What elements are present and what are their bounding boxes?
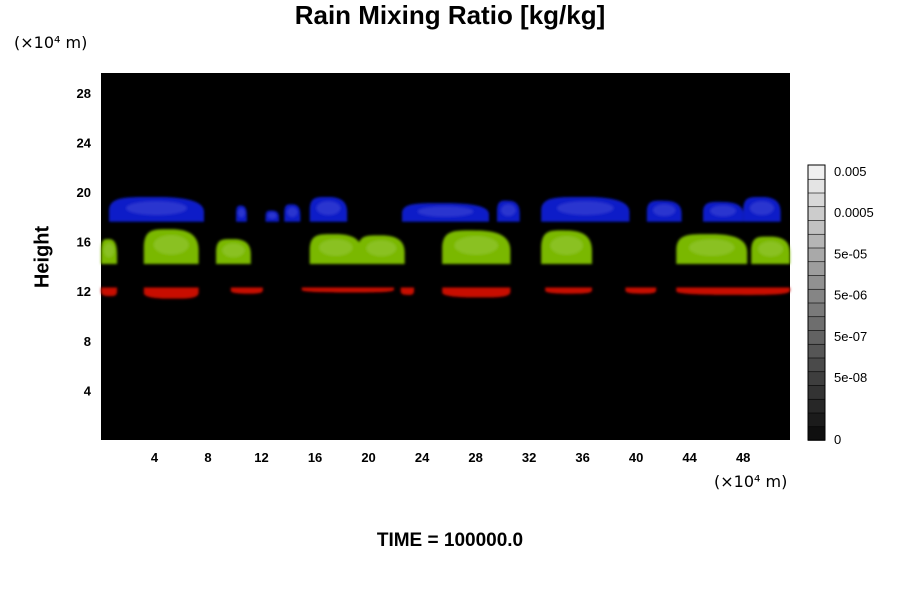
data-cell-highlight	[222, 243, 245, 258]
data-cell-highlight	[557, 201, 614, 216]
data-cell-highlight	[710, 205, 736, 217]
colorbar-tick-label: 0	[834, 432, 841, 447]
colorbar-tick-label: 5e-07	[834, 329, 867, 344]
colorbar-level	[807, 343, 826, 359]
data-cell-highlight	[267, 212, 277, 219]
data-cell-highlight	[689, 239, 735, 256]
colorbar-level	[807, 288, 826, 304]
data-cell-highlight	[749, 201, 774, 216]
colorbar-level	[807, 219, 826, 235]
colorbar-level	[807, 412, 826, 428]
x-tick-label: 44	[682, 450, 697, 465]
colorbar-tick-label: 5e-08	[834, 370, 867, 385]
colorbar-level	[807, 370, 826, 386]
chart-title: Rain Mixing Ratio [kg/kg]	[294, 0, 606, 30]
colorbar-level	[807, 192, 826, 208]
colorbar-level	[807, 329, 826, 345]
data-cell-2-7	[625, 287, 657, 294]
x-tick-label: 12	[254, 450, 268, 465]
colorbar-tick-label: 5e-06	[834, 288, 867, 303]
x-tick-label: 20	[361, 450, 375, 465]
colorbar-level	[807, 315, 826, 331]
band-1	[101, 229, 790, 264]
x-tick-label: 4	[151, 450, 159, 465]
data-cell-highlight	[316, 201, 341, 216]
colorbar-level	[807, 260, 826, 276]
data-cell-highlight	[238, 208, 245, 218]
data-cell-highlight	[501, 204, 516, 217]
x-axis-ticks: 4 8 12 16 20 24 28 32 36 40 44 48	[151, 450, 751, 465]
x-tick-label: 48	[736, 450, 750, 465]
data-cell-highlight	[653, 204, 676, 217]
x-axis-unit-label: (×10⁴ m)	[714, 472, 788, 491]
data-cell-highlight	[287, 207, 298, 218]
colorbar-level	[807, 247, 826, 263]
data-cell-highlight	[758, 241, 784, 257]
x-tick-label: 28	[468, 450, 482, 465]
data-cell-2-0	[101, 287, 118, 297]
y-tick-label: 16	[77, 235, 91, 250]
x-tick-label: 8	[204, 450, 211, 465]
colorbar-level	[807, 164, 826, 180]
y-tick-label: 8	[84, 334, 91, 349]
colorbar-frame	[807, 164, 826, 441]
data-cell-highlight	[454, 236, 499, 255]
y-tick-label: 28	[77, 86, 91, 101]
x-tick-label: 36	[575, 450, 589, 465]
colorbar-level	[807, 398, 826, 414]
data-layer	[101, 196, 790, 299]
colorbar-level	[807, 357, 826, 373]
colorbar-level	[807, 425, 826, 441]
data-cell-highlight	[417, 206, 474, 217]
time-label: TIME = 100000.0	[376, 530, 524, 551]
colorbar-tick-label: 0.005	[834, 164, 867, 179]
data-cell-2-8	[676, 287, 790, 295]
y-axis-ticks: 4 8 12 16 20 24 28	[77, 86, 92, 399]
data-cell-2-5	[442, 287, 511, 298]
colorbar-level	[807, 274, 826, 290]
colorbar-level	[807, 205, 826, 221]
colorbar-tick-label: 0.0005	[834, 205, 874, 220]
data-cell-2-3	[301, 287, 394, 293]
y-tick-label: 12	[77, 284, 91, 299]
data-cell-highlight	[126, 201, 187, 216]
x-tick-label: 40	[629, 450, 643, 465]
y-tick-label: 4	[84, 383, 92, 398]
x-tick-label: 16	[308, 450, 322, 465]
colorbar-level	[807, 233, 826, 249]
data-cell-highlight	[319, 239, 353, 256]
data-cell-highlight	[366, 240, 397, 257]
colorbar: 0.005 0.0005 5e-05 5e-06 5e-07 5e-08 0	[807, 164, 874, 447]
data-cell-highlight	[153, 235, 189, 255]
colorbar-level	[807, 384, 826, 400]
colorbar-level	[807, 178, 826, 194]
data-cell-2-1	[143, 287, 199, 299]
y-tick-label: 20	[77, 185, 91, 200]
x-tick-label: 24	[415, 450, 430, 465]
band-0	[109, 196, 781, 222]
data-cell-highlight	[103, 243, 115, 258]
y-axis-unit-label: (×10⁴ m)	[14, 33, 88, 52]
data-cell-2-6	[545, 287, 592, 294]
data-cell-2-2	[230, 287, 263, 294]
colorbar-tick-label: 5e-05	[834, 246, 867, 261]
data-cell-2-4	[400, 287, 415, 295]
colorbar-level	[807, 302, 826, 318]
band-2	[101, 287, 790, 299]
y-tick-label: 24	[77, 135, 92, 150]
data-cell-highlight	[550, 236, 583, 255]
x-tick-label: 32	[522, 450, 536, 465]
